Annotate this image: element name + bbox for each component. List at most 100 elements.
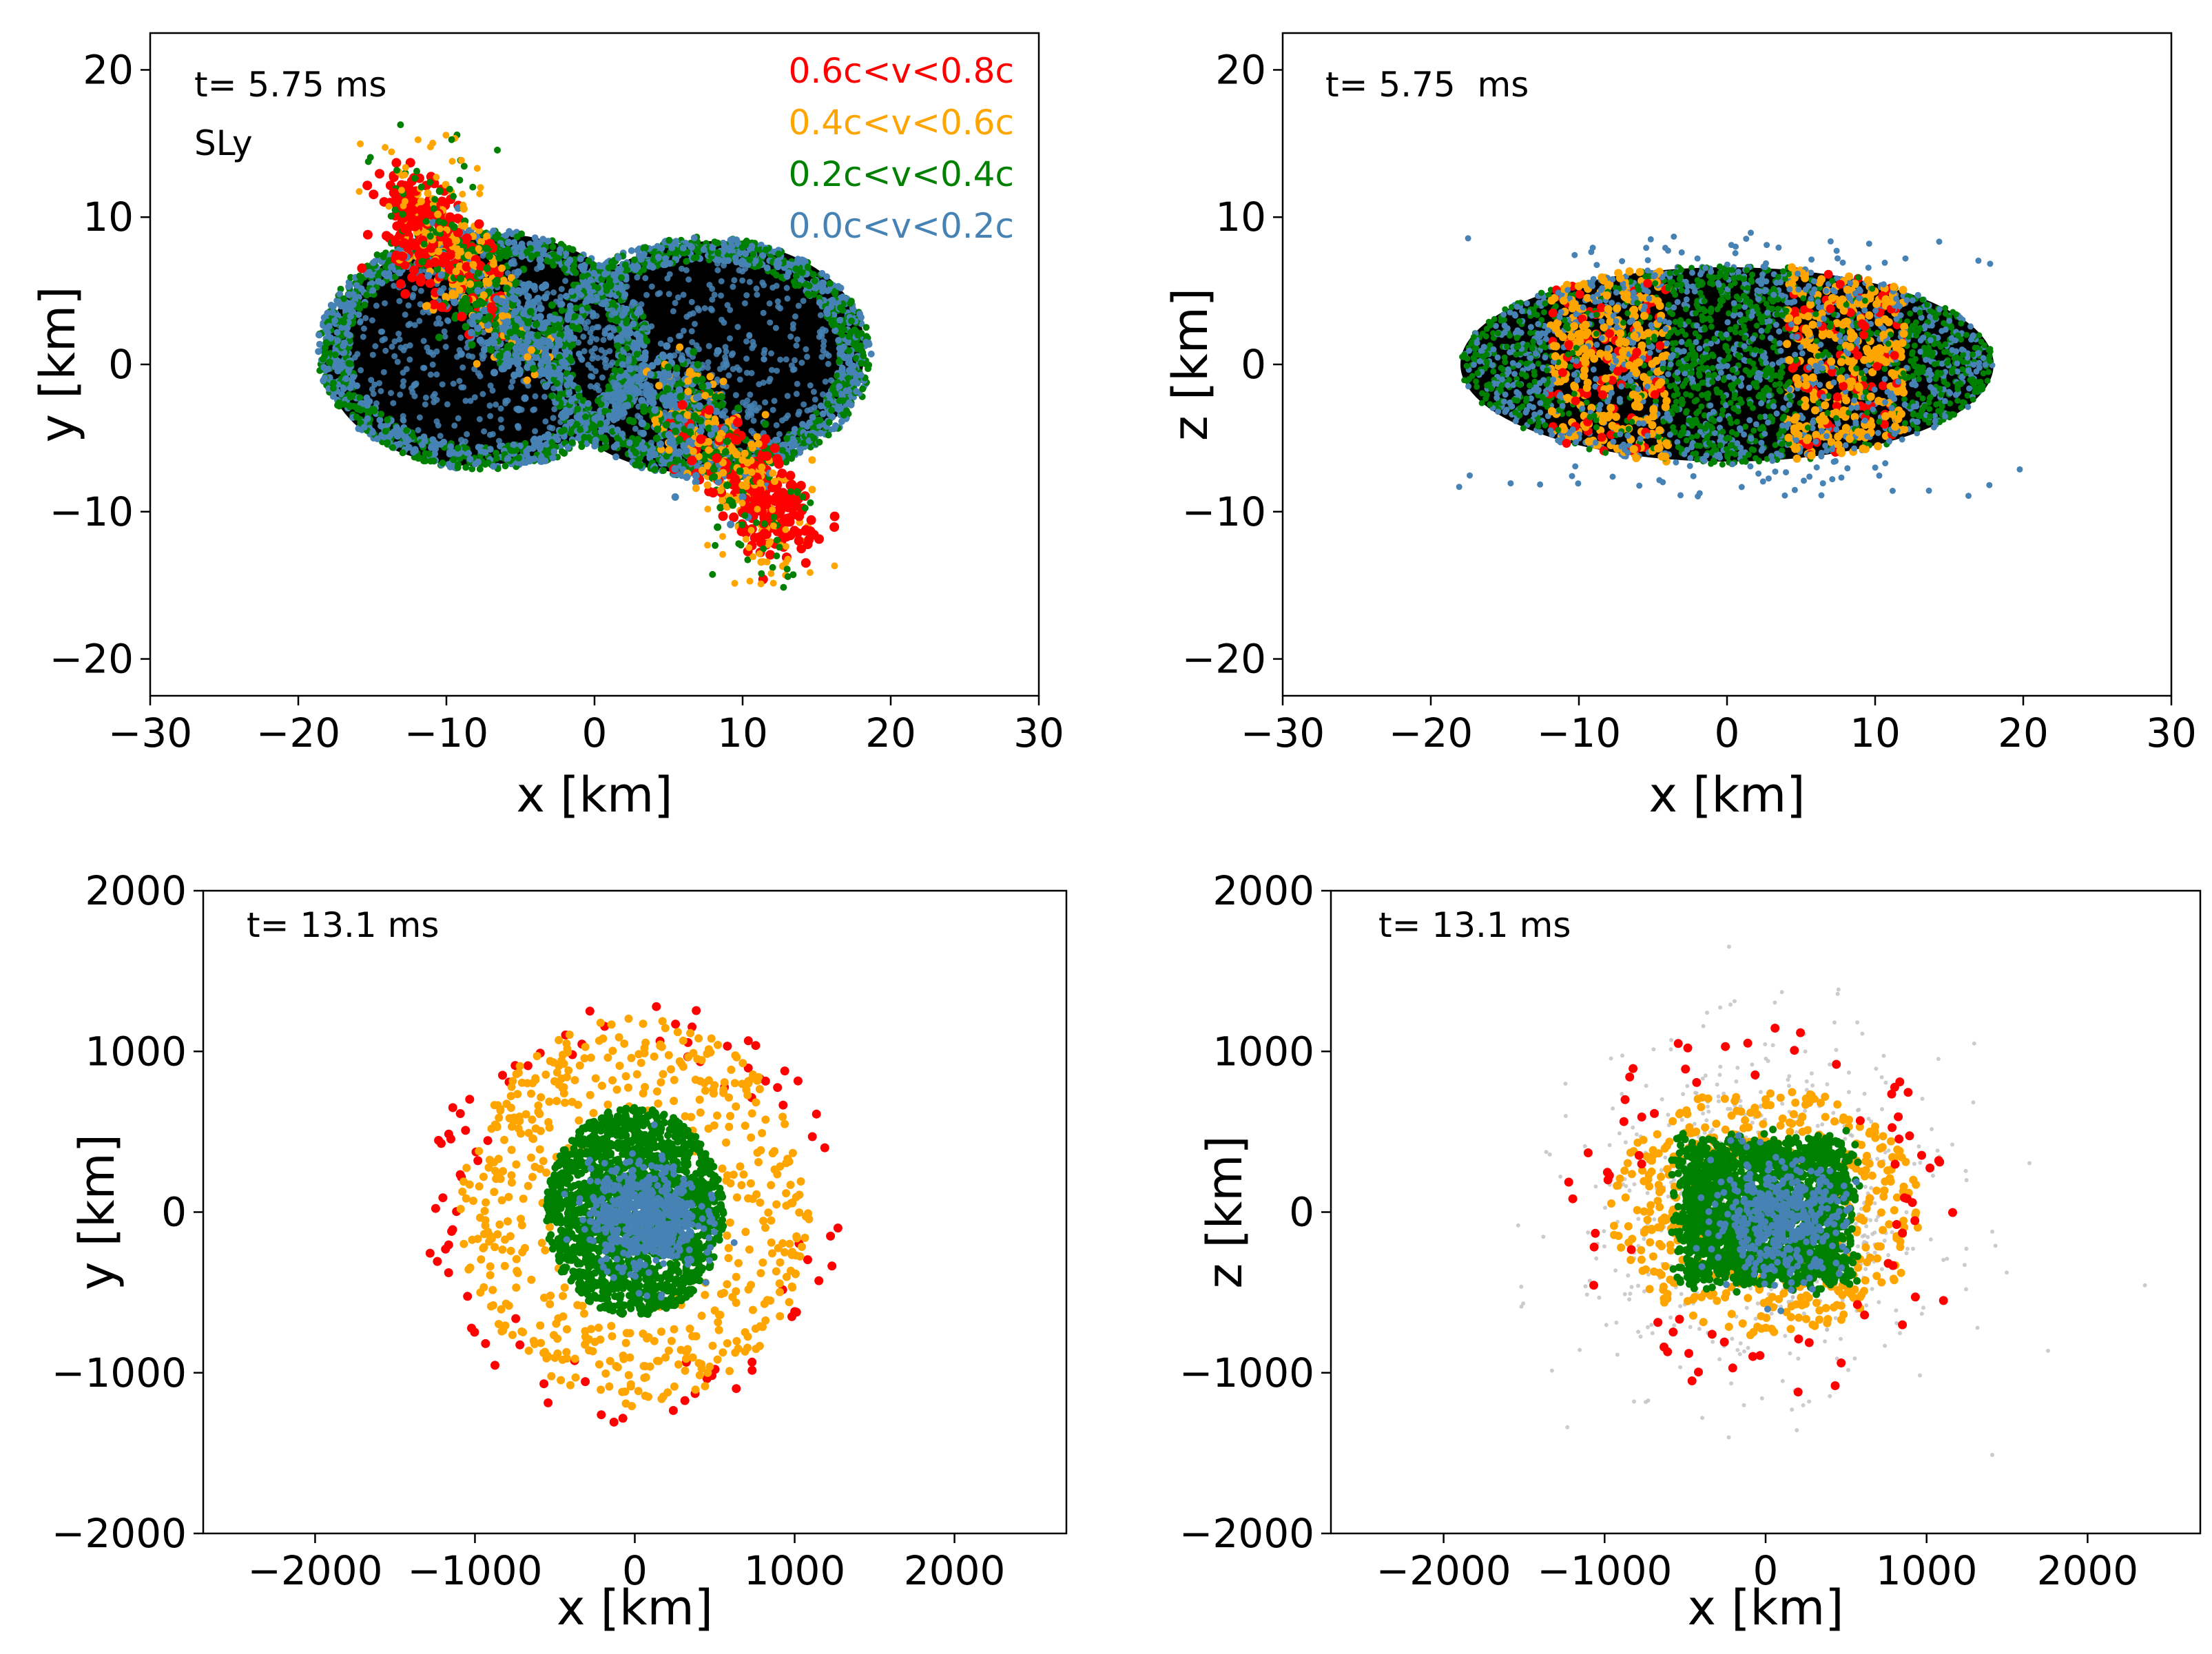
particle-slow [373,435,381,442]
particle-slow [546,424,553,431]
particle-slow [345,291,353,298]
particle-slow [584,400,592,407]
particle-fast [800,525,811,535]
particle-mid-fast [719,378,727,386]
particle-fast [791,499,801,510]
particle-slow [391,353,398,360]
particle-slow [530,406,537,413]
particle-slow [530,282,538,291]
particle-slow [360,333,366,340]
particle-slow [535,440,543,446]
particle-slow [583,324,590,331]
particle-slow [379,337,386,344]
particle-slow [767,319,774,326]
particle-slow [415,426,422,433]
particle-mid-fast [808,456,816,464]
particle-slow [587,373,594,380]
particle-slow [738,257,746,265]
particle-mid-slow [798,269,806,276]
particle-slow [557,293,564,300]
particle-slow [734,364,741,371]
particle-slow [458,437,465,444]
particle-slow [402,343,409,350]
particle-slow [619,393,628,402]
particle-fast [803,539,813,550]
particle-slow [839,293,847,300]
particle-slow [467,329,475,337]
particle-slow [490,339,498,347]
particle-slow [496,437,502,444]
particle-mid-fast [753,433,761,441]
particle-slow [739,399,746,406]
particle-slow [562,278,569,285]
particle-mid-slow [723,482,731,489]
particle-slow [709,244,716,251]
particle-slow [409,294,416,300]
particle-slow [405,302,412,309]
particle-slow [609,359,616,366]
particle-slow [641,353,649,361]
particle-slow [784,295,791,302]
particle-mid-slow [549,326,557,333]
particle-slow [585,362,592,368]
particle-slow [418,441,426,448]
particle-slow [515,423,521,430]
particle-slow [694,305,701,312]
particle-slow [701,305,708,311]
particle-mid-fast [676,343,684,351]
particle-mid-slow [845,333,853,340]
particle-fast [420,204,431,214]
particle-mid-slow [575,385,582,393]
particle-mid-fast [684,387,692,395]
particle-slow [628,247,635,254]
particle-mid-slow [825,419,833,426]
particle-slow [315,331,322,339]
particle-mid-slow [574,324,582,333]
particle-slow [772,324,779,331]
particle-slow [369,287,377,294]
particle-mid-slow [694,360,702,369]
particle-slow [747,391,754,398]
particle-slow [510,295,519,303]
particle-slow [590,313,596,320]
particle-slow [558,300,566,308]
particle-slow [856,310,864,318]
particle-slow [849,379,857,386]
particle-slow [623,283,630,290]
particle-fast [759,528,769,539]
particle-slow [523,451,530,458]
particle-slow [566,330,574,337]
particle-fast [397,251,408,261]
particle-slow [541,382,550,390]
particle-mid-slow [530,364,537,373]
particle-slow [700,246,707,254]
particle-fast [391,193,402,203]
particle-slow [606,412,613,420]
particle-fast [794,511,805,521]
particle-slow [810,389,817,395]
particle-mid-fast [692,484,700,493]
particle-slow [696,427,705,435]
particle-mid-slow [626,416,634,424]
particle-slow [544,431,552,438]
particle-slow [718,292,724,299]
particle-slow [795,411,802,417]
particle-slow [679,244,687,251]
particle-slow [477,447,485,455]
particle-fast [400,289,411,299]
particle-slow [619,414,626,420]
particle-mid-slow [462,322,470,331]
particle-slow [442,343,449,350]
particle-slow [430,393,437,400]
particle-slow [370,391,377,397]
particle-slow [706,282,713,289]
particle-slow [731,277,738,284]
particle-slow [667,336,674,343]
particle-slow [450,380,457,387]
particle-mid-fast [455,286,464,294]
particle-mid-fast [703,481,712,489]
particle-slow [603,419,610,426]
particle-slow [818,353,825,360]
particle-slow [820,391,826,397]
